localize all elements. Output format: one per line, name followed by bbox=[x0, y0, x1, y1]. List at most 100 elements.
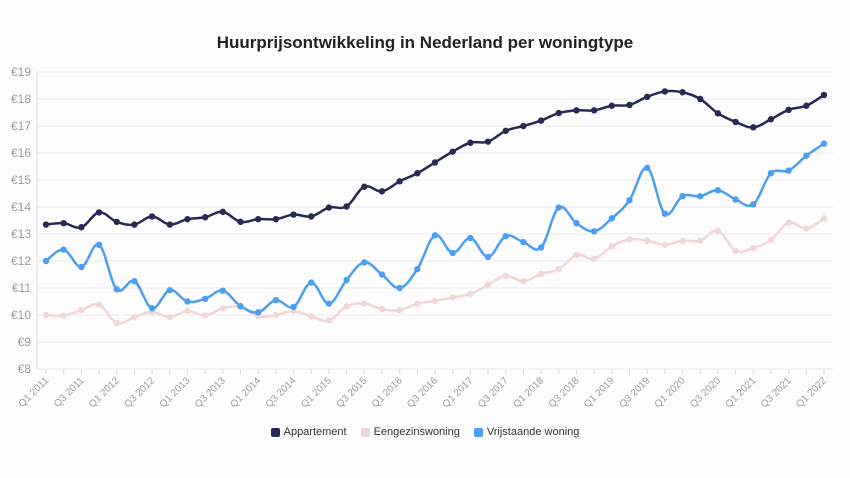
data-point bbox=[396, 284, 403, 292]
data-point bbox=[60, 312, 67, 319]
data-point bbox=[732, 118, 739, 126]
x-tick-label: Q1 2017 bbox=[441, 375, 476, 410]
x-tick-label: Q1 2015 bbox=[299, 375, 334, 410]
data-point bbox=[785, 106, 792, 114]
data-point bbox=[290, 303, 297, 311]
data-point bbox=[626, 101, 633, 109]
legend-item[interactable]: Appartement bbox=[270, 426, 347, 438]
data-point bbox=[785, 219, 792, 226]
legend-swatch bbox=[270, 427, 280, 437]
data-point bbox=[166, 221, 173, 228]
data-point bbox=[697, 193, 704, 200]
data-point bbox=[201, 312, 209, 319]
legend-label: Appartement bbox=[283, 426, 347, 438]
data-point bbox=[431, 159, 439, 166]
x-tick-label: Q1 2013 bbox=[158, 375, 193, 410]
legend-item[interactable]: Vrijstaande woning bbox=[473, 426, 579, 438]
data-point bbox=[113, 218, 120, 226]
data-point bbox=[714, 227, 722, 234]
data-point bbox=[131, 221, 138, 228]
data-point bbox=[467, 139, 474, 146]
x-tick-label: Q3 2016 bbox=[405, 375, 440, 410]
data-point bbox=[590, 228, 598, 235]
data-point bbox=[201, 295, 209, 302]
y-tick-label: €18 bbox=[11, 92, 31, 106]
data-point bbox=[643, 93, 651, 101]
data-point bbox=[60, 220, 67, 227]
chart-title: Huurprijsontwikkeling in Nederland per w… bbox=[216, 33, 634, 52]
data-point bbox=[820, 91, 828, 99]
y-tick-label: €9 bbox=[18, 335, 32, 349]
data-point bbox=[537, 244, 545, 251]
data-point bbox=[184, 307, 191, 315]
data-point bbox=[219, 208, 227, 216]
y-tick-label: €16 bbox=[11, 146, 31, 160]
data-point bbox=[95, 241, 103, 248]
data-point bbox=[767, 116, 775, 123]
data-point bbox=[78, 263, 85, 271]
x-tick-label: Q1 2016 bbox=[370, 375, 405, 410]
y-tick-label: €15 bbox=[11, 173, 31, 187]
data-point bbox=[113, 286, 120, 293]
legend-label: Eengezinswoning bbox=[373, 426, 460, 438]
data-point bbox=[767, 236, 775, 244]
data-point bbox=[484, 281, 492, 288]
data-point bbox=[378, 305, 386, 313]
data-point bbox=[573, 107, 580, 114]
x-tick-label: Q1 2018 bbox=[511, 375, 546, 410]
data-point bbox=[95, 301, 103, 308]
data-point bbox=[343, 303, 350, 310]
data-point bbox=[148, 305, 156, 312]
data-point bbox=[449, 294, 456, 301]
data-point bbox=[343, 276, 350, 284]
data-point bbox=[219, 287, 227, 294]
data-point bbox=[520, 238, 527, 246]
y-tick-label: €10 bbox=[11, 308, 31, 322]
data-point bbox=[184, 298, 191, 305]
data-point bbox=[573, 251, 580, 259]
data-point bbox=[608, 102, 616, 109]
data-point bbox=[325, 204, 333, 211]
data-point bbox=[237, 218, 244, 226]
data-point bbox=[573, 220, 580, 227]
data-point bbox=[714, 110, 722, 117]
x-tick-label: Q3 2013 bbox=[193, 375, 228, 410]
data-point bbox=[502, 127, 509, 135]
data-point bbox=[378, 271, 386, 278]
data-point bbox=[732, 196, 739, 203]
data-point bbox=[201, 214, 209, 221]
data-point bbox=[131, 313, 138, 321]
y-tick-label: €13 bbox=[11, 227, 31, 241]
data-point bbox=[626, 197, 633, 204]
data-point bbox=[661, 241, 669, 248]
data-point bbox=[148, 213, 156, 220]
data-point bbox=[396, 306, 403, 314]
data-point bbox=[590, 107, 598, 114]
data-point bbox=[237, 302, 244, 310]
data-point bbox=[484, 253, 492, 261]
data-point bbox=[608, 242, 616, 250]
data-point bbox=[272, 296, 280, 304]
data-point bbox=[378, 188, 386, 195]
data-point bbox=[803, 225, 810, 232]
data-point bbox=[785, 167, 792, 174]
data-point bbox=[166, 313, 173, 321]
data-point bbox=[184, 215, 191, 223]
data-point bbox=[396, 178, 403, 185]
data-point bbox=[537, 270, 545, 278]
legend-item[interactable]: Eengezinswoning bbox=[360, 426, 460, 438]
data-point bbox=[254, 309, 262, 316]
x-tick-label: Q1 2020 bbox=[653, 375, 688, 410]
data-point bbox=[661, 88, 669, 95]
data-point bbox=[431, 297, 439, 305]
x-tick-label: Q1 2011 bbox=[17, 375, 52, 410]
data-point bbox=[661, 210, 669, 217]
x-tick-label: Q1 2014 bbox=[228, 375, 263, 410]
data-point bbox=[803, 102, 810, 109]
data-point bbox=[679, 237, 686, 244]
data-point bbox=[325, 317, 333, 324]
y-tick-label: €8 bbox=[18, 362, 32, 376]
data-point bbox=[361, 300, 368, 307]
